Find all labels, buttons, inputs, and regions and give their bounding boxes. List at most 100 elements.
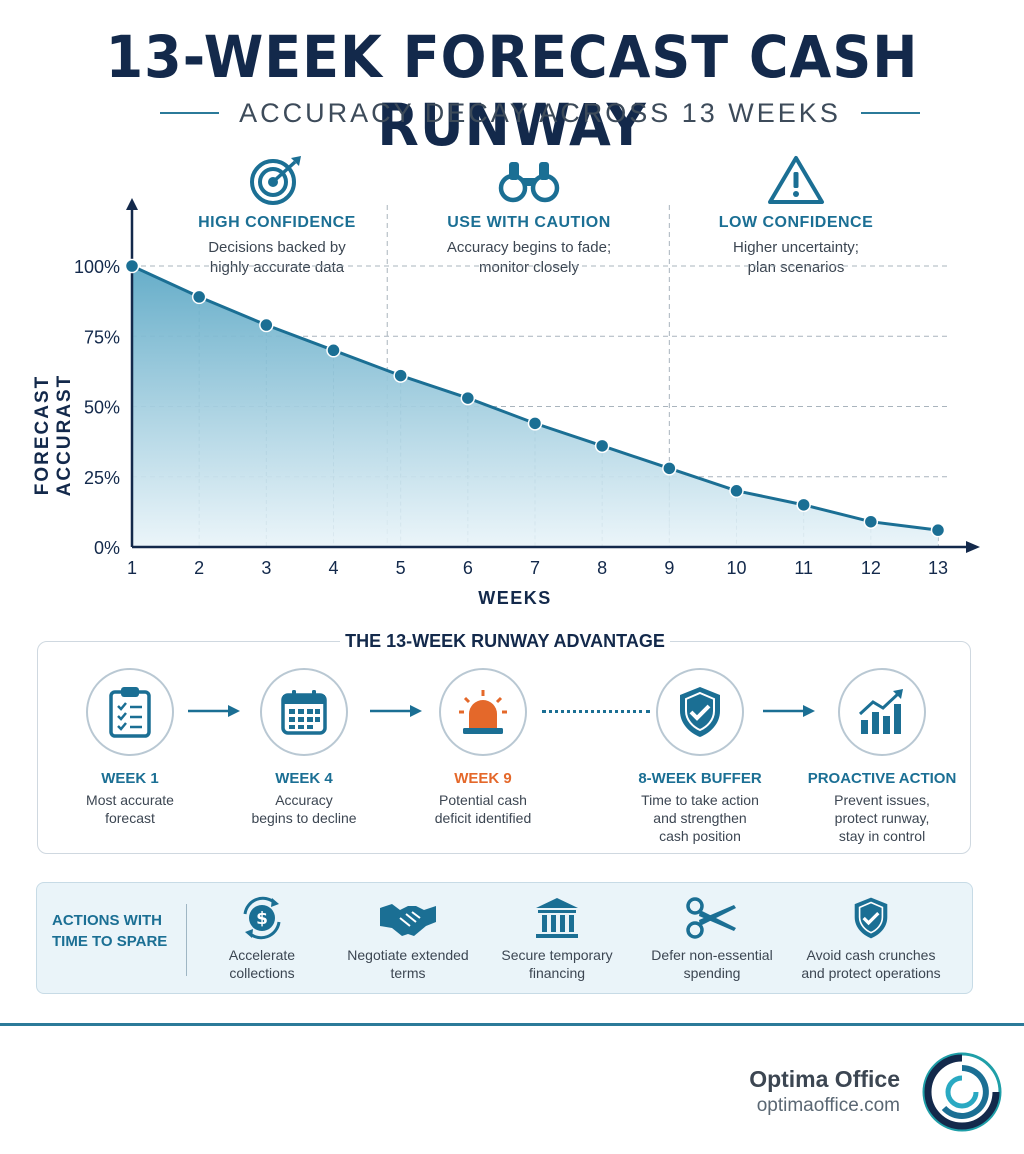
step-icon-circle (656, 668, 744, 756)
action-desc-line: financing (528, 965, 586, 981)
action-desc-line: Defer non-essential (651, 947, 773, 963)
step-description: Time to take action and strengthen cash … (615, 791, 785, 845)
binoculars-icon (498, 162, 560, 203)
action-icon (472, 894, 642, 942)
runway-advantage-title: THE 13-WEEK RUNWAY ADVANTAGE (340, 631, 670, 652)
x-tick-label: 10 (726, 558, 746, 578)
y-tick-label: 25% (84, 468, 120, 488)
action-description: Defer non-essential spending (627, 946, 797, 982)
zone-desc-line: monitor closely (478, 259, 580, 276)
step-week-4: WEEK 4 Accuracy begins to decline (219, 668, 389, 827)
x-tick-label: 11 (794, 558, 813, 578)
x-tick-label: 8 (597, 558, 607, 578)
x-tick-label: 9 (664, 558, 674, 578)
data-point (662, 461, 677, 476)
data-point (191, 289, 207, 305)
step-week-1: WEEK 1 Most accurate forecast (45, 668, 215, 827)
action-icon (786, 894, 956, 942)
step-desc-line: cash position (659, 828, 741, 844)
data-point (527, 416, 543, 431)
svg-text:$: $ (256, 909, 268, 929)
brand-url[interactable]: optimaoffice.com (756, 1095, 900, 1116)
step-description: Accuracy begins to decline (219, 791, 389, 827)
step-desc-line: Accuracy (275, 792, 333, 808)
x-tick-label: 1 (127, 558, 137, 578)
step-icon-circle (439, 668, 527, 756)
action-icon: $ (177, 894, 347, 942)
accuracy-decay-chart: 1 2 3 4 5 6 7 8 9 10 11 12 130%25%50%75%100% (74, 198, 980, 578)
arrow-right-icon (188, 705, 240, 717)
actions-divider (186, 904, 187, 976)
step-label: WEEK 1 (101, 770, 159, 787)
handshake-icon (380, 904, 436, 936)
x-tick-label: 12 (861, 558, 881, 578)
x-tick-label: 7 (530, 558, 540, 578)
data-point (796, 497, 811, 513)
y-axis-label: FORECAST ACCURAST (32, 373, 75, 497)
x-tick-label: 3 (261, 558, 271, 578)
action-desc-line: spending (683, 965, 741, 981)
zone-use-with-caution: USE WITH CAUTION Accuracy begins to fade… (414, 154, 644, 278)
shield-check-icon (854, 897, 888, 939)
arrow-right-icon (370, 705, 422, 717)
zone-description: Accuracy begins to fade; monitor closely (414, 238, 644, 278)
action-avoid-cash-crunches: Avoid cash crunches and protect operatio… (786, 894, 956, 982)
data-point (124, 258, 140, 274)
y-tick-label: 0% (94, 538, 120, 558)
step-label: 8-WEEK BUFFER (638, 770, 762, 787)
action-negotiate-terms: Negotiate extended terms (323, 894, 493, 982)
action-defer-spending: Defer non-essential spending (627, 894, 797, 982)
zone-description: Decisions backed by highly accurate data (162, 238, 392, 278)
step-desc-line: protect runway, (834, 810, 930, 826)
accuracy-area (132, 266, 938, 547)
step-8-week-buffer: 8-WEEK BUFFER Time to take action and st… (615, 668, 785, 845)
y-tick-label: 100% (74, 257, 120, 277)
step-desc-line: and strengthen (653, 810, 747, 826)
arrow-right-icon (763, 705, 815, 717)
step-desc-line: Potential cash (439, 792, 527, 808)
zone-description: Higher uncertainty; plan scenarios (681, 238, 911, 278)
subtitle-row: ACCURACY DECAY ACROSS 13 WEEKS (160, 96, 920, 130)
data-point (460, 390, 476, 406)
x-tick-label: 6 (463, 558, 473, 578)
data-point (863, 514, 879, 529)
action-desc-line: Negotiate extended (347, 947, 469, 963)
shield-check-icon (680, 687, 720, 737)
warning-icon (768, 156, 824, 204)
step-label: WEEK 4 (275, 770, 333, 787)
x-tick-label: 2 (194, 558, 204, 578)
page-subtitle: ACCURACY DECAY ACROSS 13 WEEKS (239, 97, 841, 128)
x-tick-label: 4 (328, 558, 338, 578)
growth-chart-icon (858, 689, 903, 734)
step-description: Potential cash deficit identified (398, 791, 568, 827)
alarm-icon (459, 690, 507, 734)
scissors-icon (686, 897, 736, 939)
action-description: Avoid cash crunches and protect operatio… (786, 946, 956, 982)
action-desc-line: Secure temporary (501, 947, 613, 963)
action-icon (627, 894, 797, 942)
bank-icon (536, 898, 578, 938)
page-title: 13-WEEK FORECAST CASH RUNWAY (105, 22, 919, 160)
zone-heading: HIGH CONFIDENCE (198, 214, 356, 231)
step-label: WEEK 9 (454, 770, 512, 787)
step-desc-line: stay in control (838, 828, 926, 844)
target-icon (250, 156, 301, 205)
brand-block: Optima Office optimaoffice.com (700, 1066, 900, 1117)
step-label: PROACTIVE ACTION (807, 770, 957, 787)
data-point (393, 368, 408, 383)
step-week-9: WEEK 9 Potential cash deficit identified (398, 668, 568, 827)
data-point (326, 343, 341, 358)
dotted-connector (542, 710, 650, 713)
zone-desc-line: Accuracy begins to fade; (446, 239, 612, 256)
action-accelerate-collections: $ Accelerate collections (177, 894, 347, 982)
action-icon (323, 894, 493, 942)
zone-desc-line: Decisions backed by (208, 239, 346, 256)
step-icon-circle (86, 668, 174, 756)
zone-high-confidence: HIGH CONFIDENCE Decisions backed by high… (162, 154, 392, 278)
step-desc-line: Time to take action (641, 792, 759, 808)
x-tick-label: 13 (928, 558, 948, 578)
actions-panel (36, 882, 973, 994)
step-desc-line: begins to decline (251, 810, 357, 826)
action-desc-line: Accelerate (228, 947, 296, 963)
actions-title-line: TIME TO SPARE (52, 933, 168, 950)
